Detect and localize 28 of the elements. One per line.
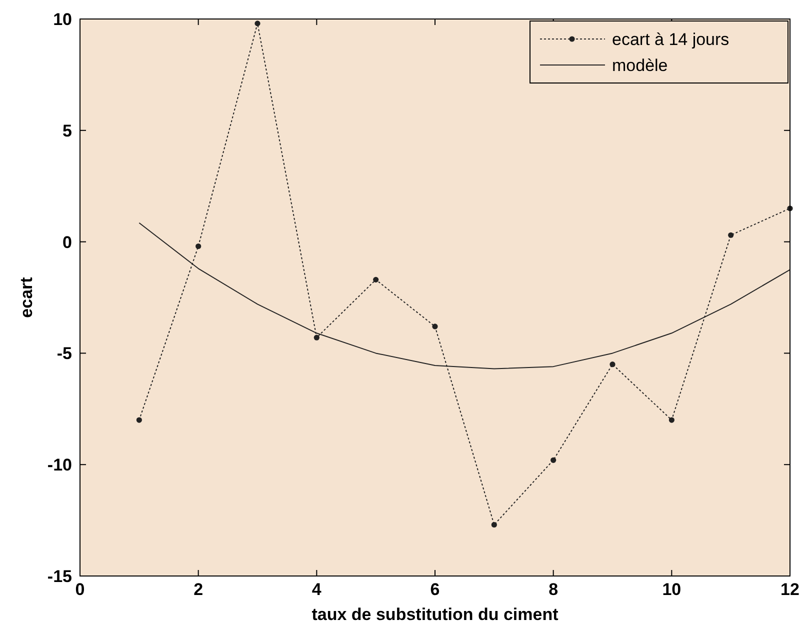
- point: [550, 457, 556, 463]
- point: [491, 522, 497, 528]
- x-tick-label: 10: [662, 580, 682, 599]
- x-tick-label: 12: [780, 580, 800, 599]
- point: [728, 232, 734, 238]
- point: [254, 20, 260, 26]
- point: [610, 362, 616, 368]
- point: [668, 417, 674, 423]
- x-tick-label: 2: [194, 580, 204, 599]
- y-tick-label: -15: [47, 567, 72, 586]
- y-tick-label: 10: [53, 10, 72, 29]
- point: [314, 334, 320, 340]
- x-tick-label: 4: [312, 580, 322, 599]
- x-tick-label: 0: [75, 580, 85, 599]
- y-tick-label: -5: [56, 344, 72, 364]
- x-axis-title: taux de substitution du ciment: [312, 605, 559, 624]
- legend-label: modèle: [612, 56, 668, 75]
- x-tick-label: 8: [548, 580, 558, 599]
- point: [196, 243, 202, 250]
- x-tick-label: 6: [430, 580, 440, 599]
- y-tick-label: -10: [47, 456, 72, 475]
- point: [432, 324, 438, 330]
- legend-label: ecart à 14 jours: [612, 30, 730, 49]
- point: [136, 417, 142, 423]
- y-axis-title: ecart: [17, 276, 36, 318]
- y-tick-label: 0: [62, 232, 72, 252]
- y-tick-label: 5: [62, 121, 72, 140]
- point: [373, 276, 379, 282]
